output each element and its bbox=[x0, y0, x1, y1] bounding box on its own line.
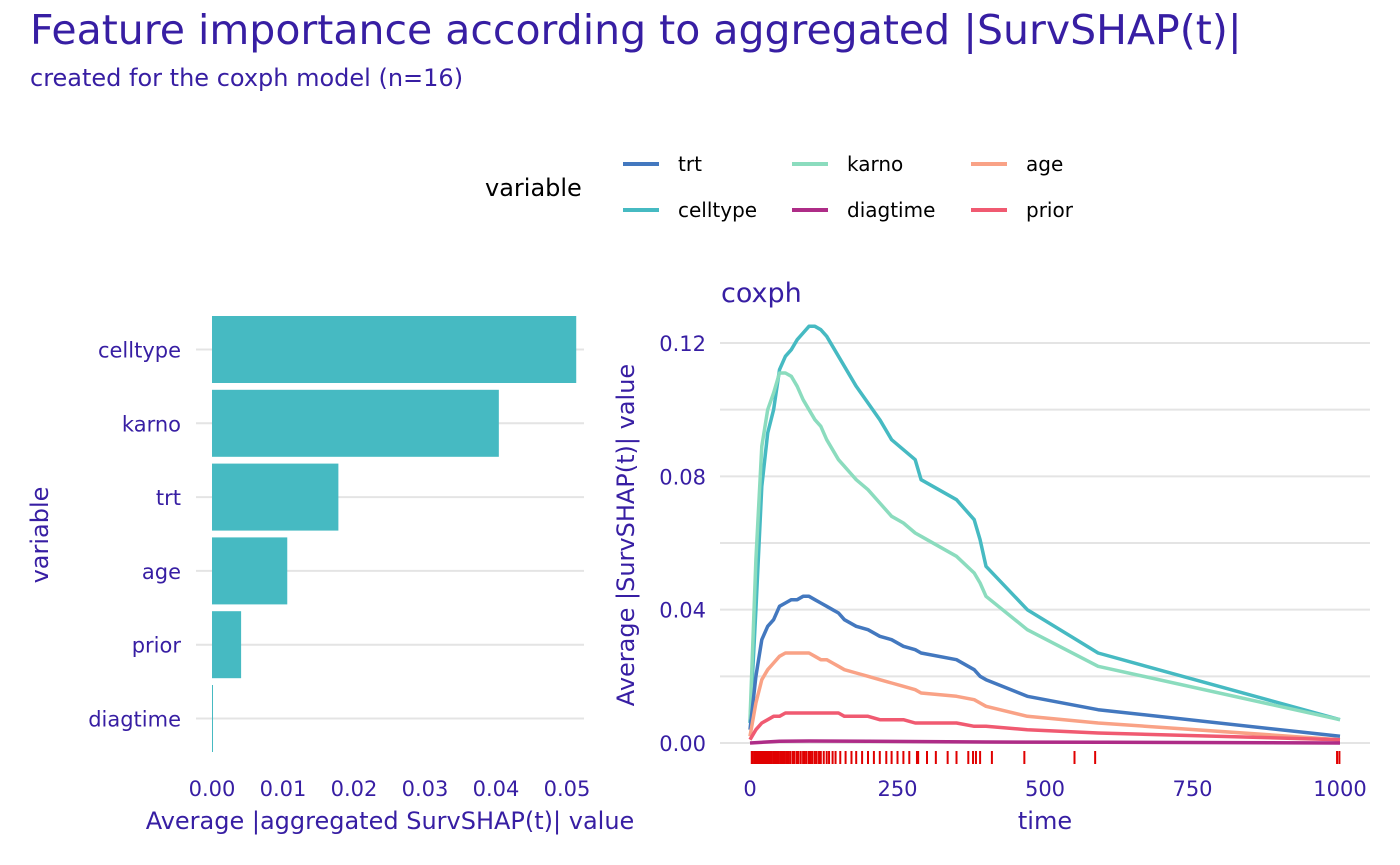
line-y-tick-0-08: 0.08 bbox=[659, 465, 706, 489]
line-x-tick-750: 750 bbox=[1172, 777, 1212, 801]
page-subtitle: created for the coxph model (n=16) bbox=[30, 64, 464, 92]
legend-label-celltype: celltype bbox=[678, 198, 757, 222]
legend: variable trt celltype karno diagtime age prio… bbox=[485, 152, 1074, 222]
series-line-karno bbox=[748, 371, 1341, 722]
bar-trt bbox=[212, 463, 339, 531]
bar-prior bbox=[212, 611, 242, 679]
bar-y-tick-trt: trt bbox=[156, 486, 181, 510]
bar-x-tick-0-03: 0.03 bbox=[402, 777, 449, 801]
series-line-celltype bbox=[748, 324, 1341, 724]
line-x-axis-title: time bbox=[1018, 807, 1072, 835]
legend-label-prior: prior bbox=[1026, 198, 1074, 222]
line-y-tick-0-12: 0.12 bbox=[659, 332, 706, 356]
bar-age bbox=[212, 537, 288, 605]
line-x-tick-250: 250 bbox=[877, 777, 917, 801]
line-chart-panel: coxph 0.00 0.04 0.08 0.12 0 250 500 750 1000 ti… bbox=[612, 278, 1370, 835]
bar-y-tick-age: age bbox=[142, 560, 181, 584]
legend-title: variable bbox=[485, 174, 582, 202]
legend-label-age: age bbox=[1026, 152, 1063, 176]
series-line-prior bbox=[748, 711, 1341, 742]
line-y-axis-title: Average |SurvSHAP(t)| value bbox=[612, 364, 640, 706]
bar-y-tick-prior: prior bbox=[132, 634, 182, 658]
line-x-tick-1000: 1000 bbox=[1313, 777, 1366, 801]
bar-diagtime bbox=[212, 685, 213, 752]
bar-x-tick-0-05: 0.05 bbox=[544, 777, 591, 801]
series-line-diagtime bbox=[749, 739, 1341, 745]
bar-x-tick-0-00: 0.00 bbox=[189, 777, 236, 801]
line-panel-title: coxph bbox=[721, 278, 802, 309]
bar-x-axis-title: Average |aggregated SurvSHAP(t)| value bbox=[146, 807, 635, 835]
legend-label-karno: karno bbox=[847, 152, 903, 176]
bar-karno bbox=[212, 389, 499, 457]
bar-chart-panel: celltype karno trt age prior diagtime 0.00 0.0… bbox=[26, 316, 634, 835]
series-line-trt bbox=[748, 594, 1341, 739]
legend-label-diagtime: diagtime bbox=[847, 198, 935, 222]
bar-x-tick-0-02: 0.02 bbox=[331, 777, 378, 801]
line-x-tick-0: 0 bbox=[743, 777, 756, 801]
bar-celltype bbox=[212, 316, 577, 383]
series-line-age bbox=[748, 651, 1341, 742]
bar-x-tick-0-01: 0.01 bbox=[260, 777, 307, 801]
page-title: Feature importance according to aggregat… bbox=[30, 6, 1242, 54]
bar-y-axis-title: variable bbox=[26, 487, 54, 584]
bar-y-tick-karno: karno bbox=[122, 412, 181, 436]
bar-y-tick-diagtime: diagtime bbox=[88, 708, 181, 732]
line-y-tick-0-00: 0.00 bbox=[659, 732, 706, 756]
bar-x-tick-0-04: 0.04 bbox=[473, 777, 520, 801]
line-x-tick-500: 500 bbox=[1025, 777, 1065, 801]
bar-y-tick-celltype: celltype bbox=[98, 339, 181, 363]
legend-label-trt: trt bbox=[678, 152, 702, 176]
line-y-tick-0-04: 0.04 bbox=[659, 599, 706, 623]
